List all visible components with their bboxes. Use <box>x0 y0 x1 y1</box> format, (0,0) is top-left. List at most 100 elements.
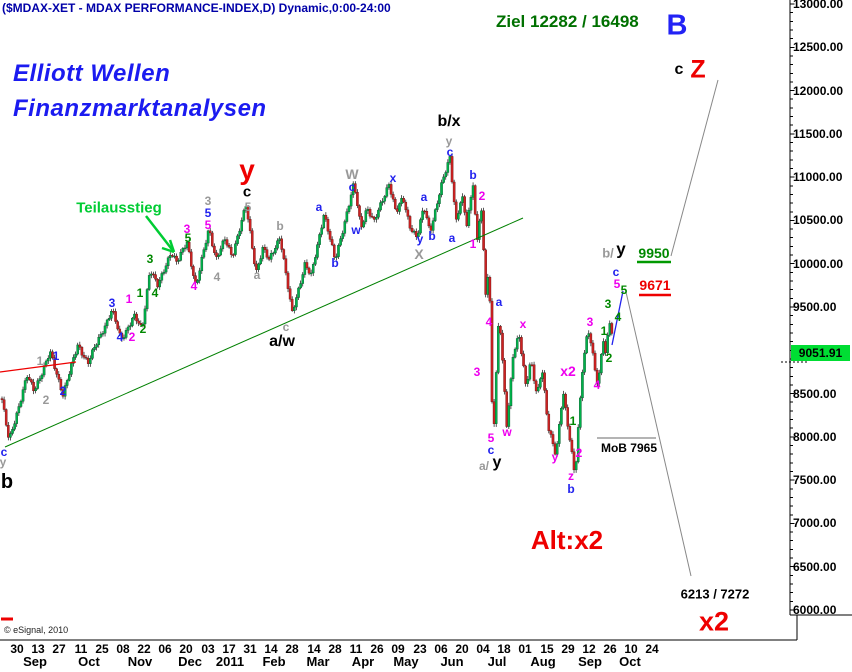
candle-body <box>145 289 149 310</box>
candle-body <box>147 275 151 290</box>
wave-label: c <box>348 180 356 194</box>
candle-body <box>124 330 128 338</box>
wave-label: 5 <box>613 277 621 291</box>
alt-x2-annotation: Alt:x2 <box>530 525 604 555</box>
candle-body <box>0 398 4 400</box>
candle-body <box>53 357 56 369</box>
candle-body <box>112 311 115 313</box>
wave-label: c <box>282 320 290 334</box>
candle-body <box>433 209 437 221</box>
wave-label-y-upper: y <box>616 239 626 259</box>
candle-body <box>499 325 502 334</box>
candle-body <box>602 341 605 355</box>
candle-body <box>129 325 132 328</box>
wave-label: a <box>420 190 428 204</box>
candle-body <box>15 412 18 424</box>
candle-body <box>282 249 286 259</box>
date-tick-label: 06 <box>434 642 448 656</box>
price-axis-label: 7500.00 <box>793 473 837 488</box>
candle-body <box>589 333 593 344</box>
candle-body <box>154 274 157 280</box>
candle-body <box>492 401 496 424</box>
candle-body <box>175 255 178 262</box>
candle-body <box>558 424 561 444</box>
candle-body <box>436 203 439 210</box>
wave-label: 4 <box>614 310 622 324</box>
candle-body <box>326 219 330 232</box>
date-tick-label: 11 <box>74 642 88 656</box>
candles <box>0 153 614 474</box>
candle-body <box>530 364 534 366</box>
candle-body <box>160 273 164 281</box>
candle-body <box>7 425 10 438</box>
candle-body <box>417 232 420 238</box>
wave-label: 4 <box>151 286 159 300</box>
candle-body <box>30 379 33 383</box>
wave-label-b-slash: b/ <box>602 245 614 261</box>
candle-body <box>173 255 176 258</box>
wave-label: 3 <box>204 194 212 208</box>
copyright-notice: © eSignal, 2010 <box>4 625 69 635</box>
candle-body <box>576 427 580 463</box>
candle-body <box>238 230 241 237</box>
candle-body <box>110 311 113 319</box>
wave-label-Z: Z <box>690 55 706 84</box>
candle-body <box>444 172 448 178</box>
candle-body <box>549 430 553 435</box>
candle-body <box>532 364 536 382</box>
date-tick-label: 17 <box>222 642 236 656</box>
candle-body <box>335 256 338 258</box>
wave5-projection <box>611 290 624 346</box>
candle-body <box>269 253 273 260</box>
candle-body <box>583 352 586 373</box>
candle-body <box>242 210 246 221</box>
candle-body <box>280 238 283 250</box>
candle-body <box>221 240 225 250</box>
price-axis-label: 6500.00 <box>793 559 837 574</box>
candle-body <box>562 393 565 409</box>
candle-body <box>101 333 105 335</box>
date-tick-label: 14 <box>264 642 278 656</box>
last-price-badge: 9051.91 <box>791 345 850 361</box>
candle-body <box>476 214 479 240</box>
candle-body <box>501 332 504 361</box>
candle-body <box>534 380 538 392</box>
candle-body <box>452 181 456 203</box>
candle-body <box>114 311 117 322</box>
candle-body <box>9 433 12 438</box>
candle-body <box>97 337 101 345</box>
wave-label: w <box>502 425 512 439</box>
candle-body <box>293 306 296 311</box>
candle-body <box>95 344 98 348</box>
candle-body <box>192 266 195 276</box>
candle-body <box>574 461 578 471</box>
month-label: Oct <box>619 654 641 669</box>
date-tick-label: 09 <box>391 642 405 656</box>
price-axis-label: 12000.00 <box>793 83 844 98</box>
candle-body <box>84 357 88 359</box>
candle-body <box>568 426 572 441</box>
wave-label: a <box>253 268 261 282</box>
candle-body <box>446 162 450 173</box>
price-axis-label: 8000.00 <box>793 429 837 444</box>
wave-label: b <box>469 168 477 182</box>
price-axis-label: 12500.00 <box>793 40 844 55</box>
price-axis-label: 11000.00 <box>793 170 843 185</box>
date-tick-label: 26 <box>370 642 384 656</box>
candle-body <box>51 351 54 359</box>
candle-body <box>76 344 79 355</box>
candle-body <box>431 220 435 231</box>
price-axis-label: 10000.00 <box>793 256 844 271</box>
support-trendline <box>4 217 524 448</box>
candle-body <box>105 319 109 327</box>
wave-label: 1 <box>52 349 60 363</box>
wave-label: y <box>416 232 424 246</box>
candle-body <box>591 342 595 354</box>
candle-body <box>257 263 260 270</box>
date-tick-label: 12 <box>582 642 596 656</box>
date-tick-label: 10 <box>624 642 638 656</box>
candle-body <box>80 346 84 356</box>
wave-label: b <box>567 482 575 496</box>
wave-label: 4 <box>190 279 198 293</box>
